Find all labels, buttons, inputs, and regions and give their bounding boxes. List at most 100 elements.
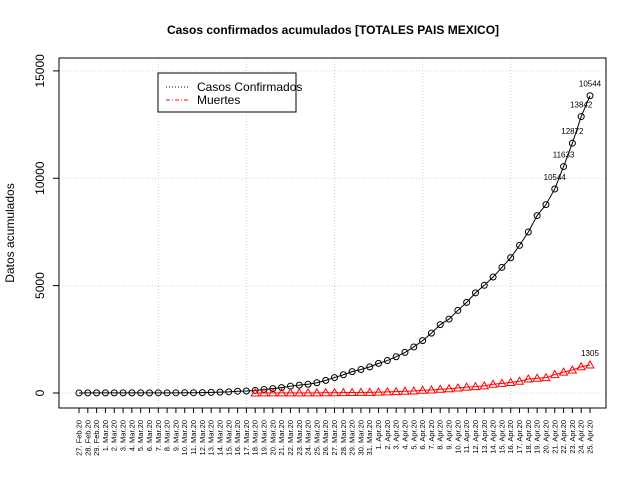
x-tick-label: 13. Apr.20 (480, 420, 489, 454)
x-tick-label: 10. Apr.20 (453, 420, 462, 454)
data-point (585, 359, 595, 369)
data-point (567, 365, 578, 374)
annotation: 13842 (570, 101, 593, 110)
data-point (445, 315, 453, 323)
data-point (145, 389, 153, 397)
x-tick-label: 22. Apr.20 (559, 420, 568, 454)
data-point (461, 382, 472, 391)
data-point (383, 357, 391, 365)
data-point (312, 387, 322, 397)
legend-label: Muertes (197, 93, 240, 107)
data-point (119, 389, 127, 397)
data-point (401, 348, 409, 356)
data-point (524, 228, 532, 236)
x-tick-label: 11. Apr.20 (462, 420, 471, 453)
x-tick-label: 21. Apr.20 (550, 420, 559, 454)
x-tick-label: 12. Apr.20 (471, 420, 480, 454)
data-point (347, 387, 357, 397)
data-point (542, 201, 550, 209)
x-tick-label: 28. Mar.20 (339, 420, 348, 455)
data-point (75, 389, 83, 397)
data-point (392, 353, 400, 361)
data-point (357, 365, 365, 373)
data-point (382, 386, 393, 396)
data-point (154, 389, 162, 397)
data-point (498, 263, 506, 271)
x-tick-label: 27. Mar.20 (330, 420, 339, 455)
data-point (93, 389, 101, 397)
x-tick-label: 19. Mar.20 (260, 420, 269, 455)
data-point (505, 377, 516, 387)
x-tick-label: 9. Apr.20 (445, 420, 454, 450)
data-point (110, 389, 118, 397)
data-point (375, 359, 383, 367)
data-point (480, 281, 488, 289)
data-point (276, 387, 287, 397)
data-point (454, 306, 462, 314)
data-point (364, 387, 375, 396)
data-point (551, 185, 559, 193)
data-point (242, 387, 250, 395)
x-tick-label: 25. Mar.20 (312, 420, 321, 455)
data-point (259, 387, 269, 397)
x-tick-label: 22. Mar.20 (286, 420, 295, 455)
data-point (532, 373, 542, 382)
data-point (331, 374, 338, 382)
data-point (533, 212, 541, 220)
x-tick-label: 24. Mar.20 (304, 420, 313, 455)
data-point (426, 384, 437, 394)
data-point (250, 387, 261, 397)
x-tick-label: 5. Mar.20 (136, 420, 145, 451)
x-tick-label: 16. Apr.20 (506, 420, 515, 454)
data-point (285, 387, 296, 397)
data-point (479, 380, 490, 390)
x-tick-label: 3. Apr.20 (392, 420, 401, 450)
data-point (190, 389, 198, 397)
x-tick-label: 15. Mar.20 (224, 420, 233, 455)
data-point (558, 367, 569, 376)
x-tick-label: 9. Mar.20 (171, 420, 180, 451)
data-point (198, 389, 206, 397)
x-tick-label: 6. Apr.20 (418, 420, 427, 450)
y-tick-label: 15000 (33, 54, 47, 88)
data-point (234, 387, 242, 395)
data-point (463, 298, 471, 306)
data-point (577, 113, 585, 121)
data-point (207, 388, 215, 396)
x-tick-label: 18. Apr.20 (524, 420, 533, 454)
data-point (516, 241, 524, 249)
data-point (489, 273, 497, 281)
data-point (417, 385, 428, 394)
x-tick-label: 4. Mar.20 (127, 420, 136, 451)
x-tick-label: 5. Apr.20 (409, 420, 418, 450)
data-point (267, 387, 278, 397)
annotation: 1305 (581, 349, 599, 358)
x-tick-label: 21. Mar.20 (277, 420, 286, 455)
data-point (313, 379, 321, 387)
data-point (549, 369, 560, 379)
data-point (497, 378, 507, 387)
data-point (356, 387, 366, 396)
x-tick-label: 7. Apr.20 (427, 420, 436, 450)
annotation: 10544 (544, 173, 567, 182)
x-tick-label: 24. Apr.20 (577, 420, 586, 454)
chart-title: Casos confirmados acumulados [TOTALES PA… (167, 23, 499, 37)
data-point (576, 361, 587, 371)
legend-label: Casos Confirmados (197, 80, 302, 94)
data-point (322, 376, 330, 384)
data-point (507, 254, 515, 262)
annotation: 12872 (561, 127, 584, 136)
x-tick-label: 11. Mar.20 (189, 420, 198, 455)
data-point (444, 383, 454, 393)
data-point (514, 376, 525, 385)
data-point (181, 389, 189, 397)
data-point (294, 387, 305, 397)
x-tick-label: 2. Mar.20 (110, 420, 119, 451)
legend-box (157, 72, 297, 113)
data-point (366, 363, 374, 371)
data-point (560, 163, 568, 171)
data-point (303, 387, 313, 397)
x-tick-label: 3. Mar.20 (119, 420, 128, 451)
